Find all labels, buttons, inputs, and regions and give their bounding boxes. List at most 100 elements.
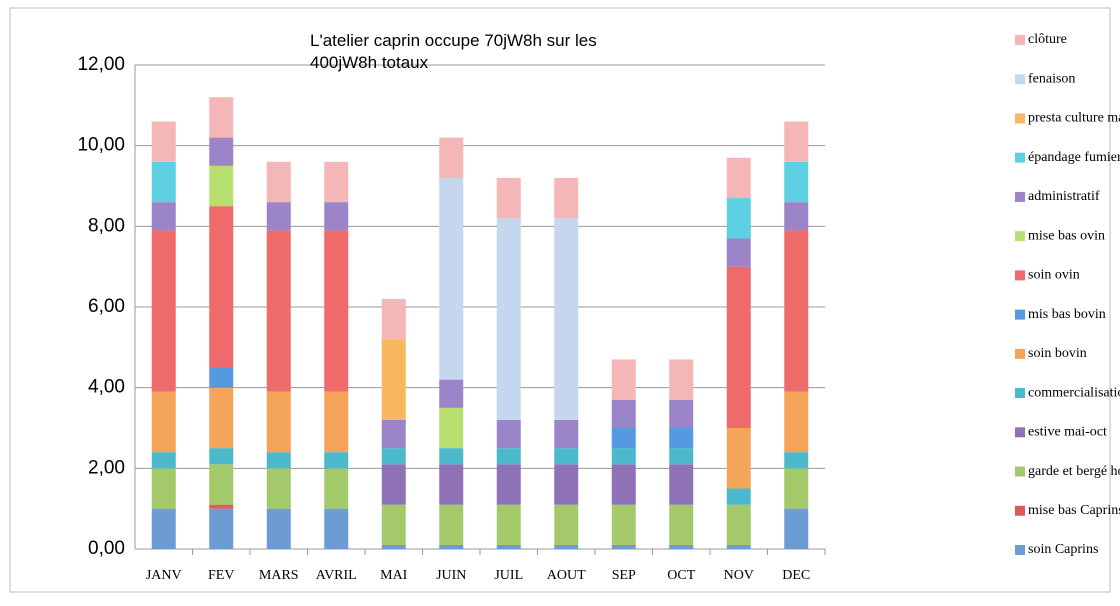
bar-segment: [151, 202, 176, 231]
legend-label: soin ovin: [1028, 268, 1080, 283]
bar-segment: [726, 266, 751, 428]
y-tick-label: 8,00: [88, 215, 125, 236]
x-tick-label: JANV: [146, 568, 182, 583]
bar-segment: [151, 161, 176, 203]
x-tick-label: AVRIL: [316, 568, 357, 583]
legend-label: administratif: [1028, 189, 1100, 204]
bar-segment: [496, 177, 521, 219]
bar-segment: [151, 468, 176, 509]
bar-segment: [209, 97, 234, 138]
bar-segment: [611, 544, 636, 549]
bar-segment: [611, 428, 636, 449]
x-tick-label: MAI: [380, 568, 408, 583]
bar-segment: [439, 448, 464, 465]
bar-segment: [209, 165, 234, 207]
bar-segment: [784, 121, 809, 162]
x-tick-label: SEP: [612, 568, 636, 583]
legend-label: soin Caprins: [1028, 542, 1098, 557]
bar-segment: [784, 468, 809, 509]
bar-segment: [209, 448, 234, 465]
bar-segment: [209, 504, 234, 509]
bar-segment: [324, 508, 349, 549]
bar-segment: [554, 504, 579, 545]
bar-segment: [439, 137, 464, 178]
bar-segment: [266, 508, 291, 549]
bar-segment: [669, 428, 694, 449]
bar-segment: [266, 202, 291, 231]
bar-segment: [324, 468, 349, 509]
bar-segment: [554, 448, 579, 465]
bar-segment: [324, 230, 349, 392]
bar-segment: [669, 448, 694, 465]
bar-segment: [726, 504, 751, 545]
legend-label: mise bas ovin: [1028, 228, 1105, 243]
bar-segment: [381, 448, 406, 465]
x-tick-label: JUIL: [494, 568, 523, 583]
bar-segment: [151, 230, 176, 392]
legend-swatch: [1015, 35, 1025, 45]
legend-label: fenaison: [1028, 71, 1075, 86]
bar-segment: [381, 504, 406, 545]
legend-label: mise bas Caprins: [1028, 503, 1120, 518]
bar-segment: [381, 464, 406, 505]
bar-segment: [784, 391, 809, 453]
bar-segment: [554, 177, 579, 219]
bar-segment: [496, 448, 521, 465]
bar-segment: [726, 488, 751, 505]
legend-swatch: [1015, 270, 1025, 281]
y-tick-label: 2,00: [88, 457, 125, 478]
legend-swatch: [1015, 427, 1025, 438]
bar-segment: [209, 367, 234, 388]
bar-segment: [439, 177, 464, 380]
legend-label: presta culture maïs: [1028, 111, 1120, 126]
bar-segment: [439, 407, 464, 449]
y-tick-label: 0,00: [88, 538, 125, 559]
bar-segment: [439, 504, 464, 545]
bar-segment: [611, 464, 636, 505]
bar-segment: [324, 202, 349, 231]
x-tick-label: MARS: [259, 568, 299, 583]
bar-segment: [784, 230, 809, 392]
legend-swatch: [1015, 466, 1025, 477]
bar-segment: [209, 464, 234, 505]
bar-segment: [496, 218, 521, 420]
bar-segment: [726, 428, 751, 489]
legend-label: commercialisation: [1028, 385, 1120, 400]
y-tick-label: 12,00: [77, 54, 125, 75]
bar-segment: [439, 379, 464, 408]
bar-segment: [439, 544, 464, 549]
bar-segment: [496, 464, 521, 505]
bar-segment: [669, 504, 694, 545]
bar-segment: [726, 544, 751, 549]
legend-swatch: [1015, 388, 1025, 399]
bar-segment: [669, 544, 694, 549]
bar-segment: [324, 452, 349, 469]
bar-segment: [381, 544, 406, 549]
bar-segment: [611, 359, 636, 400]
x-tick-label: JUIN: [436, 568, 466, 583]
bar-segment: [381, 339, 406, 420]
legend-swatch: [1015, 505, 1025, 516]
y-tick-label: 10,00: [77, 135, 125, 156]
bar-segment: [209, 206, 234, 368]
bar-segment: [611, 504, 636, 545]
legend-swatch: [1015, 348, 1025, 359]
legend-swatch: [1015, 74, 1025, 85]
legend-swatch: [1015, 191, 1025, 202]
bar-segment: [554, 464, 579, 505]
bar-segment: [669, 399, 694, 428]
bar-segment: [151, 121, 176, 162]
bar-segment: [611, 448, 636, 465]
bar-segment: [439, 464, 464, 505]
bar-segment: [151, 391, 176, 453]
bar-segment: [784, 202, 809, 231]
bar-segment: [784, 452, 809, 469]
bar-segment: [726, 198, 751, 239]
bar-segment: [496, 419, 521, 449]
bar-segment: [554, 544, 579, 549]
bar-segment: [266, 468, 291, 509]
legend-label: soin bovin: [1028, 346, 1087, 361]
bar-segment: [209, 137, 234, 166]
y-tick-label: 4,00: [88, 377, 125, 398]
